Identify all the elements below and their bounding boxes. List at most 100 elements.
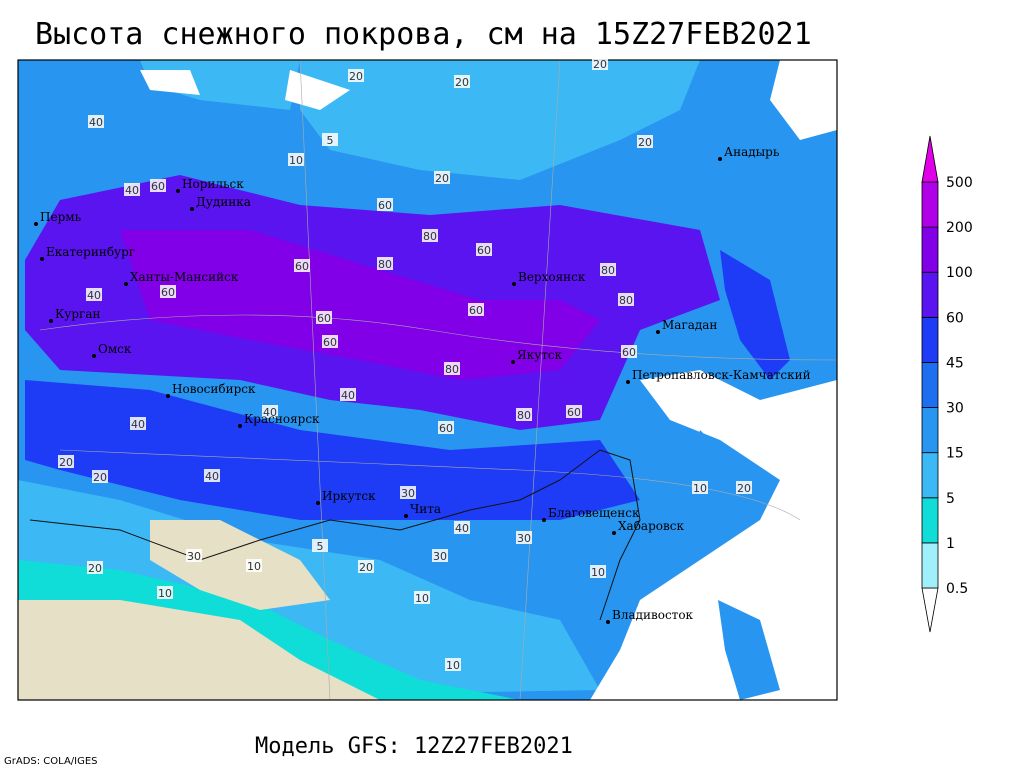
contour-label: 30 [401, 487, 415, 500]
city-dot [49, 319, 53, 323]
contour-label: 60 [477, 244, 491, 257]
contour-label-box [246, 559, 262, 572]
city-label: Новосибирск [172, 382, 256, 396]
contour-label-box [414, 591, 430, 604]
city-label: Курган [55, 307, 100, 321]
city-dot [626, 380, 630, 384]
city-label: Владивосток [612, 608, 694, 622]
contour-label-box [590, 565, 606, 578]
contour-label: 40 [131, 418, 145, 431]
contour-label-box [444, 362, 460, 375]
contour-label-box [592, 57, 608, 70]
contour-label-box [186, 549, 202, 562]
legend-swatch [921, 542, 939, 589]
contour-label-box [92, 470, 108, 483]
city-dot [176, 189, 180, 193]
city-dot [92, 354, 96, 358]
city-dot [511, 360, 515, 364]
contour-label: 10 [158, 587, 172, 600]
contour-label-box [322, 335, 338, 348]
contour-label-box [454, 521, 470, 534]
contour-label: 20 [455, 76, 469, 89]
contour-label: 20 [593, 58, 607, 71]
contour-label: 10 [446, 659, 460, 672]
legend-swatch [921, 271, 939, 318]
contour-label: 80 [378, 258, 392, 271]
city-dot [190, 207, 194, 211]
legend-label: 100 [946, 265, 973, 281]
city-dot [606, 620, 610, 624]
snow-mid [25, 380, 640, 520]
contour-label: 30 [187, 550, 201, 563]
legend-label: 60 [946, 310, 964, 326]
contour-label-box [438, 421, 454, 434]
contour-label: 60 [161, 286, 175, 299]
title: Высота снежного покрова, см на 15Z27FEB2… [35, 17, 812, 52]
contour-label-box [454, 75, 470, 88]
contour-label: 20 [59, 456, 73, 469]
legend-label: 30 [946, 401, 964, 417]
bering-sea [770, 60, 837, 140]
city-dot [238, 424, 242, 428]
contour-label: 60 [317, 312, 331, 325]
legend-label: 5 [946, 491, 955, 507]
contour-label-box [445, 658, 461, 671]
graticule [39, 59, 838, 701]
legend-arrow-low [921, 587, 939, 633]
legend-swatch [921, 226, 939, 273]
contour-label: 20 [737, 482, 751, 495]
contour-label: 60 [151, 180, 165, 193]
city-label: Хабаровск [618, 519, 684, 533]
contour-label-box [87, 561, 103, 574]
contour-label: 10 [415, 592, 429, 605]
legend-label: 500 [946, 175, 973, 191]
contour-label-box [88, 115, 104, 128]
bare-land [18, 520, 380, 700]
contour-label: 60 [323, 336, 337, 349]
contour-label: 40 [455, 522, 469, 535]
snow-very-high [120, 230, 600, 380]
contour-label: 20 [638, 136, 652, 149]
city-label: Дудинка [196, 195, 251, 209]
contour-label-box [600, 263, 616, 276]
legend-swatch [921, 452, 939, 499]
contour-label-box [322, 133, 338, 146]
contour-label: 80 [445, 363, 459, 376]
contour-label: 10 [591, 566, 605, 579]
legend-label: 0.5 [946, 581, 968, 597]
contour-label: 40 [205, 470, 219, 483]
contour-label-box [377, 257, 393, 270]
contour-label: 20 [88, 562, 102, 575]
contour-label-box [358, 560, 374, 573]
contour-label-box [618, 293, 634, 306]
city-label: Чита [410, 502, 441, 516]
legend-swatch [921, 181, 939, 228]
contour-label-box [312, 539, 328, 552]
contour-label-box [262, 405, 278, 418]
contour-label: 40 [125, 184, 139, 197]
contour-label-box [130, 417, 146, 430]
city-label: Пермь [40, 210, 82, 224]
contour-label-box [621, 345, 637, 358]
city-dot [512, 282, 516, 286]
contour-label: 30 [517, 532, 531, 545]
model-label: Модель GFS: 12Z27FEB2021 [255, 734, 573, 759]
border [29, 449, 641, 621]
legend-label: 45 [946, 355, 964, 371]
contour-label: 60 [567, 406, 581, 419]
legend-label: 15 [946, 446, 964, 462]
japan [718, 600, 780, 700]
contour-label: 60 [622, 346, 636, 359]
contour-label: 40 [263, 406, 277, 419]
contour-label-box [516, 531, 532, 544]
contour-label-box [736, 481, 752, 494]
city-label: Анадырь [724, 145, 780, 159]
contour-label: 5 [327, 134, 334, 147]
contour-label-box [58, 455, 74, 468]
sakhalin [690, 430, 740, 540]
city-label: Екатеринбург [46, 245, 135, 259]
contour-label-box [86, 288, 102, 301]
city-label: Якутск [517, 348, 563, 362]
city-dot [124, 282, 128, 286]
